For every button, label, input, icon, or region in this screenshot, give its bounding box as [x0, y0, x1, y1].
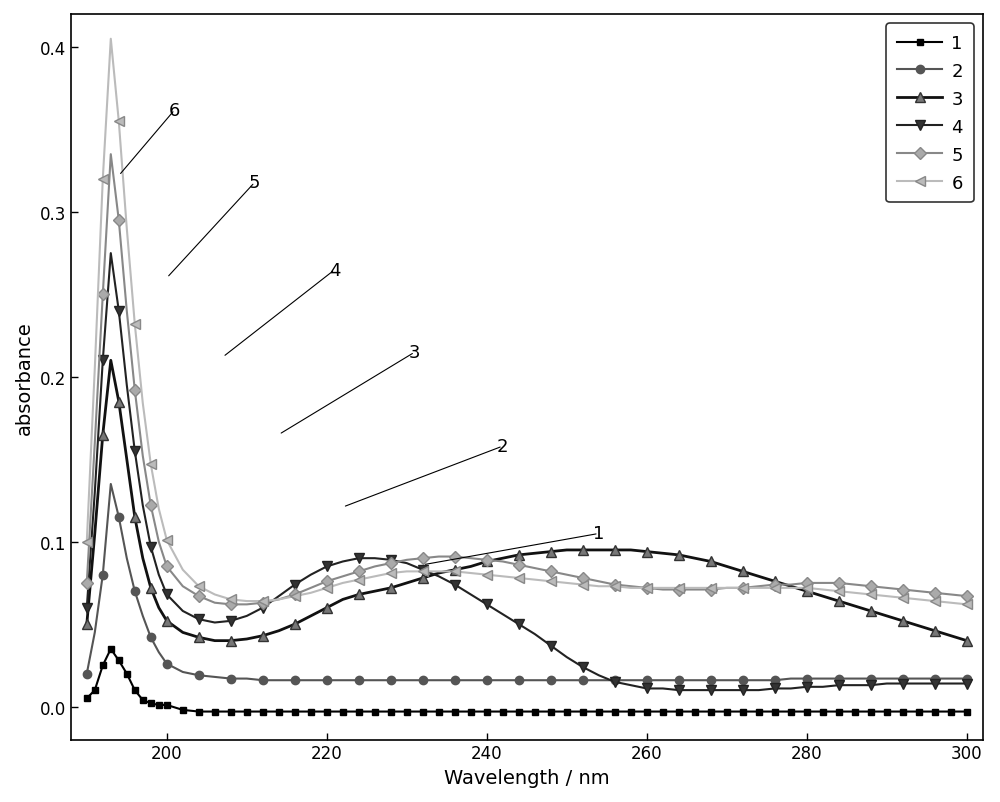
Line: 1: 1	[83, 646, 970, 715]
5	[81, 578, 93, 588]
3	[225, 636, 237, 646]
5	[105, 150, 117, 160]
1	[257, 707, 269, 716]
5	[961, 592, 973, 602]
5	[865, 581, 877, 591]
3	[961, 636, 973, 646]
4	[81, 603, 93, 613]
1	[81, 694, 93, 703]
1	[105, 644, 117, 654]
2	[105, 480, 117, 489]
3	[81, 620, 93, 630]
2	[81, 669, 93, 678]
6	[849, 588, 861, 597]
1	[225, 707, 237, 716]
5	[609, 580, 621, 589]
4	[593, 670, 605, 680]
5	[257, 598, 269, 608]
6	[353, 575, 365, 585]
2	[545, 675, 557, 685]
Text: 1: 1	[593, 525, 604, 543]
6	[105, 34, 117, 44]
4	[353, 553, 365, 563]
6	[81, 537, 93, 547]
4	[105, 249, 117, 258]
4	[961, 678, 973, 688]
Legend: 1, 2, 3, 4, 5, 6: 1, 2, 3, 4, 5, 6	[886, 24, 974, 203]
2	[241, 674, 253, 683]
2	[257, 675, 269, 685]
2	[209, 672, 221, 682]
5	[225, 600, 237, 610]
3	[257, 631, 269, 641]
1	[609, 707, 621, 716]
3	[609, 545, 621, 555]
6	[961, 600, 973, 610]
1	[545, 707, 557, 716]
Text: 6: 6	[169, 102, 180, 119]
Text: 5: 5	[249, 174, 261, 192]
4	[529, 630, 541, 639]
Line: 2: 2	[83, 480, 971, 685]
Text: 3: 3	[409, 343, 421, 362]
6	[241, 597, 253, 606]
6	[593, 581, 605, 591]
5	[369, 562, 381, 572]
5	[209, 598, 221, 608]
Text: 4: 4	[329, 261, 341, 279]
3	[545, 547, 557, 557]
2	[961, 674, 973, 683]
4	[865, 681, 877, 691]
4	[673, 686, 685, 695]
3	[105, 356, 117, 366]
1	[865, 707, 877, 716]
Line: 5: 5	[83, 151, 971, 609]
3	[369, 586, 381, 596]
2	[609, 675, 621, 685]
Y-axis label: absorbance: absorbance	[15, 321, 34, 434]
Line: 3: 3	[82, 356, 972, 646]
4	[241, 611, 253, 621]
Line: 4: 4	[82, 249, 972, 695]
3	[209, 636, 221, 646]
1	[369, 707, 381, 716]
X-axis label: Wavelength / nm: Wavelength / nm	[444, 768, 610, 787]
1	[193, 707, 205, 716]
3	[865, 606, 877, 616]
2	[865, 674, 877, 683]
5	[545, 567, 557, 577]
6	[529, 575, 541, 585]
Line: 6: 6	[82, 34, 972, 610]
1	[961, 707, 973, 716]
4	[209, 618, 221, 627]
2	[369, 675, 381, 685]
Text: 2: 2	[497, 438, 509, 456]
6	[209, 590, 221, 600]
